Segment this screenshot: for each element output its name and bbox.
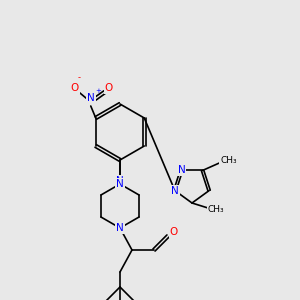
Text: N: N <box>178 165 185 176</box>
Text: O: O <box>170 227 178 237</box>
Text: N: N <box>116 179 124 189</box>
Text: -: - <box>78 73 81 82</box>
Text: N: N <box>171 186 179 196</box>
Text: N: N <box>87 93 94 103</box>
Text: +: + <box>96 88 102 94</box>
Text: O: O <box>70 83 79 93</box>
Text: CH₃: CH₃ <box>220 156 237 165</box>
Text: O: O <box>105 83 113 93</box>
Text: N: N <box>116 176 124 186</box>
Text: CH₃: CH₃ <box>208 206 224 214</box>
Text: N: N <box>116 223 124 233</box>
